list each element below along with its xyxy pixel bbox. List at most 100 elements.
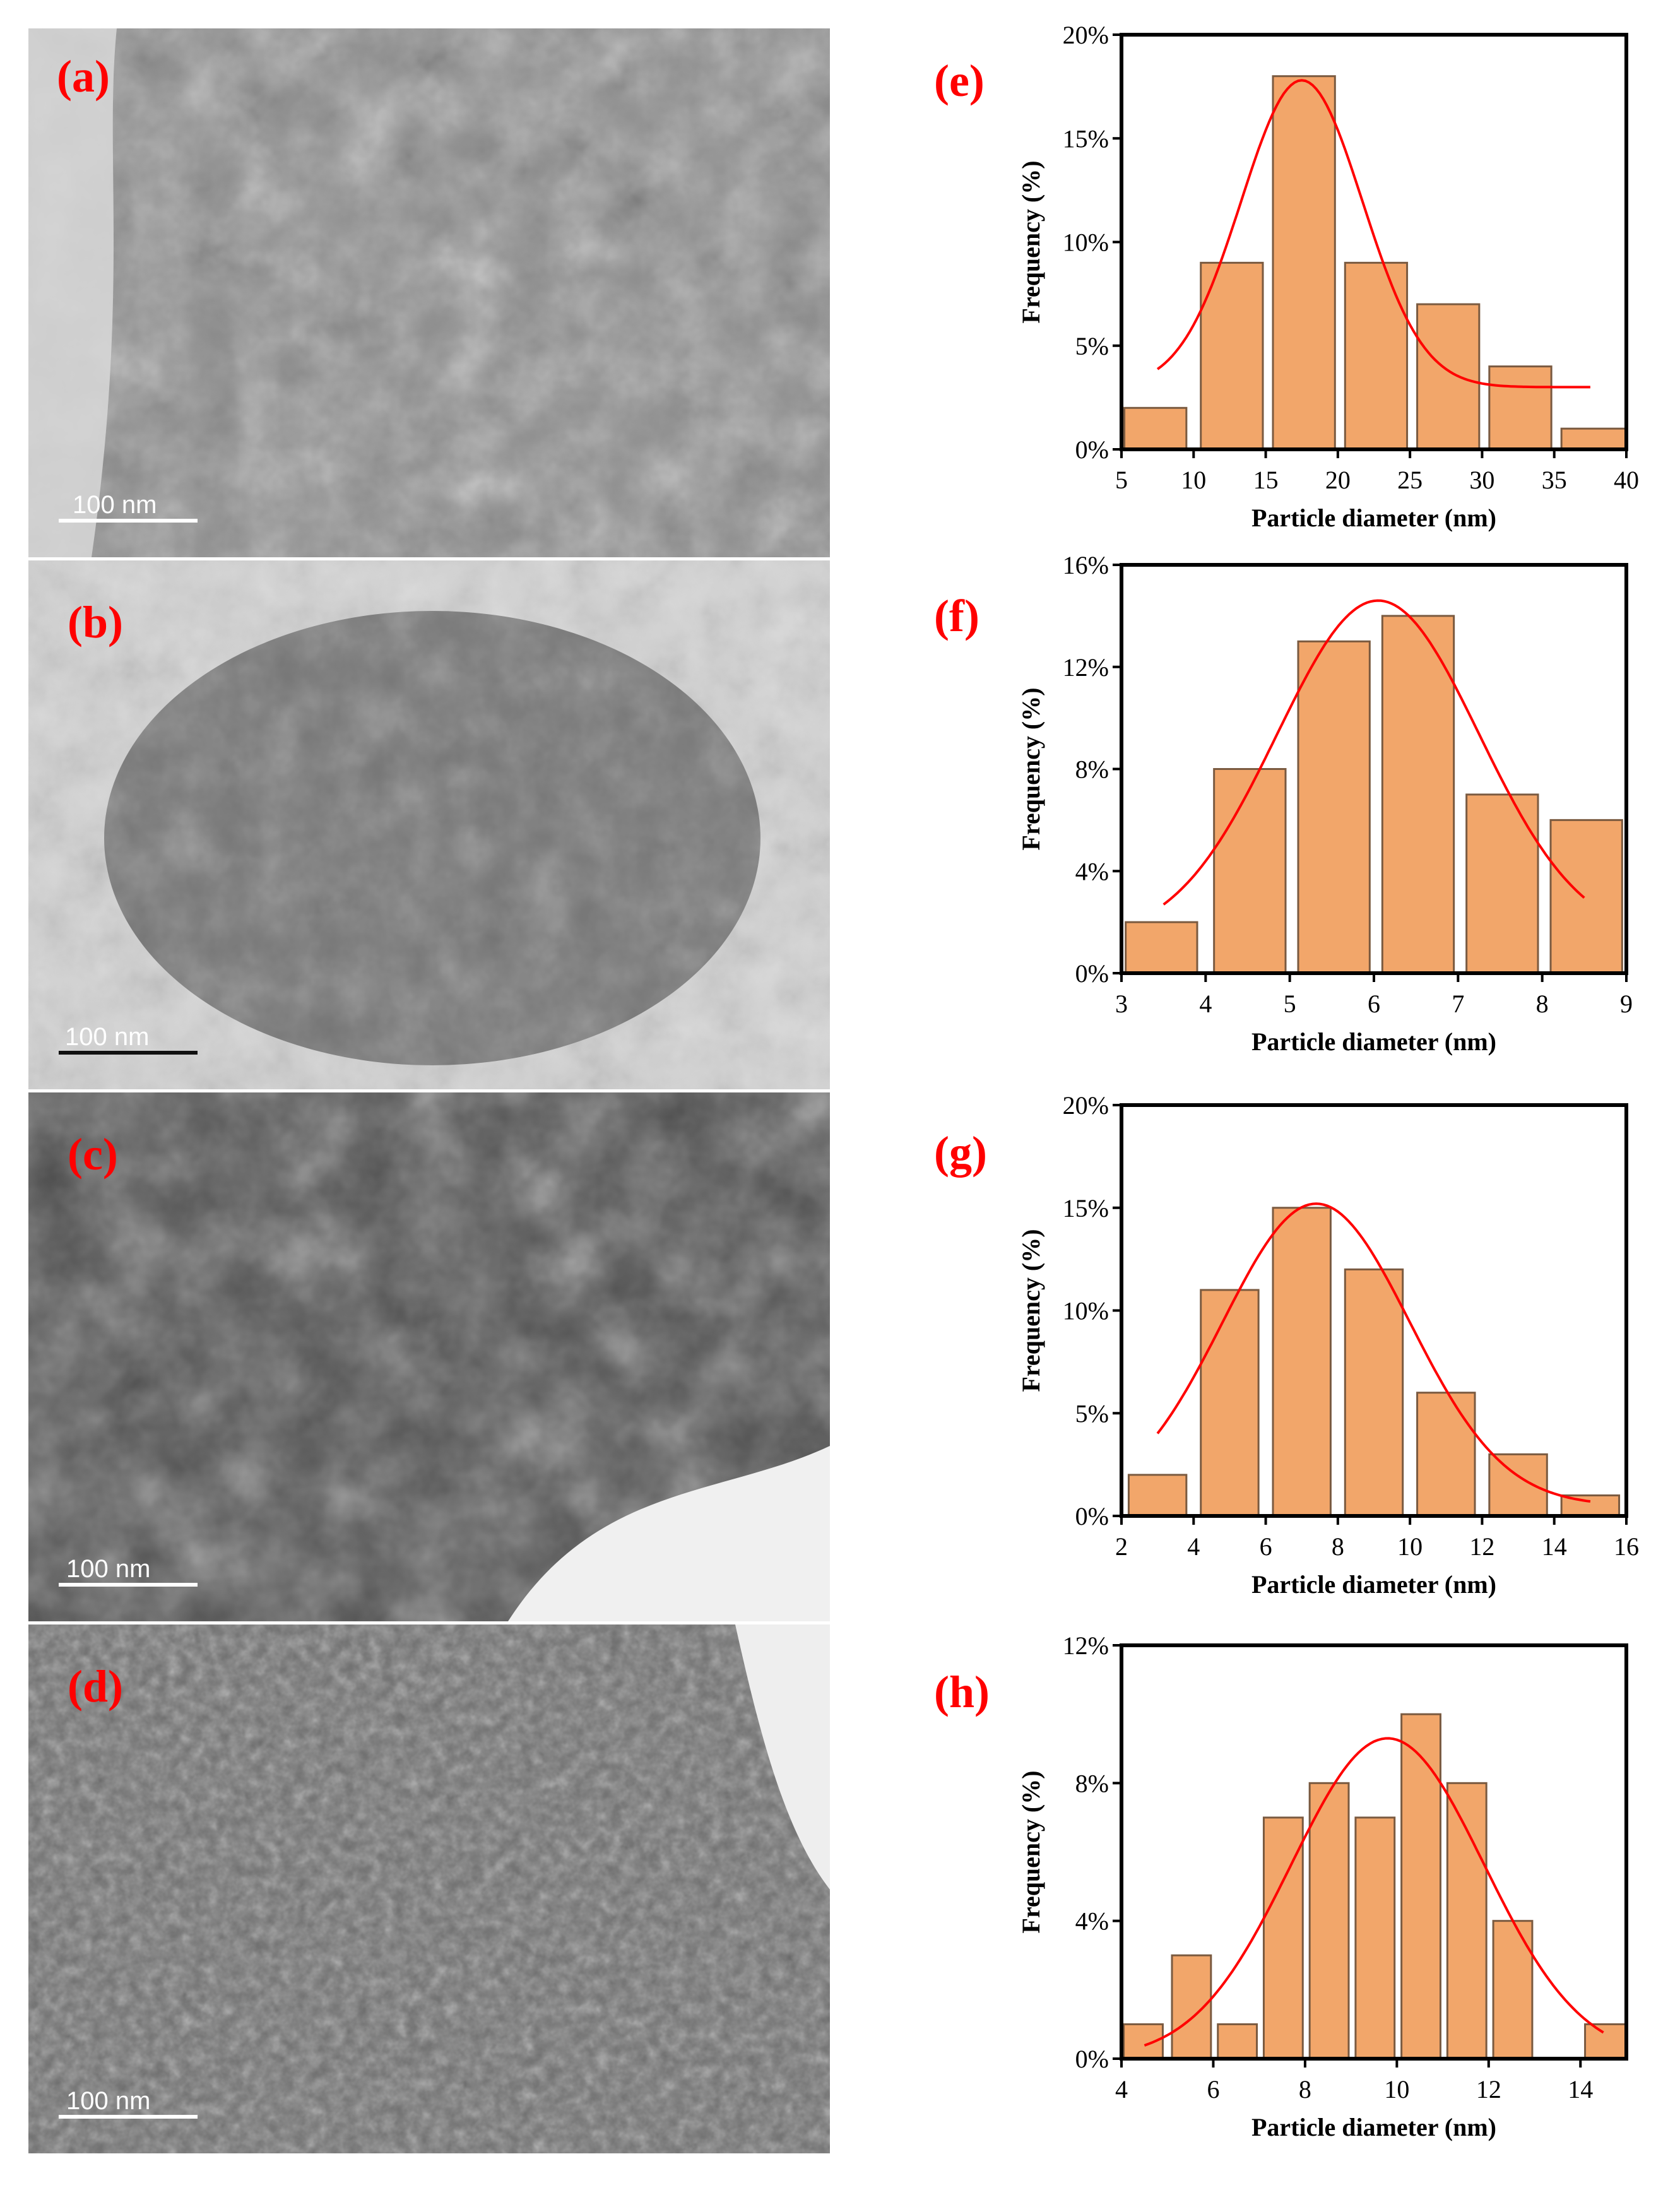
- y-tick-label: 16%: [1063, 551, 1109, 579]
- x-tick-label: 8: [1299, 2075, 1311, 2103]
- histogram-bar: [1416, 1392, 1476, 1517]
- chart-panel-label: (g): [934, 1127, 987, 1178]
- x-tick-label: 14: [1568, 2075, 1593, 2103]
- chart-panel-label: (f): [934, 591, 979, 641]
- y-tick-label: 12%: [1063, 653, 1109, 682]
- histogram-bar: [1381, 615, 1455, 974]
- x-tick-label: 5: [1115, 466, 1128, 494]
- x-tick-label: 3: [1115, 990, 1128, 1018]
- y-axis-label: Frequency (%): [1017, 1770, 1045, 1933]
- x-tick-label: 5: [1284, 990, 1296, 1018]
- y-tick-label: 4%: [1075, 1907, 1109, 1936]
- x-tick-label: 4: [1187, 1532, 1200, 1561]
- scale-bar-label: 100 nm: [66, 1555, 151, 1583]
- tem-image-c: (c) 100 nm: [28, 1092, 830, 1621]
- histogram-bar: [1549, 819, 1623, 974]
- histogram-bar: [1125, 921, 1198, 974]
- chart-panel-label: (e): [934, 56, 985, 106]
- x-tick-label: 6: [1207, 2075, 1219, 2103]
- x-axis-label: Particle diameter (nm): [1251, 1570, 1496, 1599]
- y-tick-label: 0%: [1075, 1502, 1109, 1530]
- histogram-bar: [1308, 1782, 1350, 2060]
- x-tick-label: 10: [1181, 466, 1206, 494]
- tem-texture: [28, 560, 830, 1089]
- x-tick-label: 8: [1536, 990, 1549, 1018]
- y-tick-label: 15%: [1063, 124, 1109, 153]
- histogram-bar: [1272, 75, 1336, 451]
- gaussian-fit-line: [1162, 599, 1585, 906]
- y-tick-label: 8%: [1075, 1769, 1109, 1797]
- y-tick-label: 20%: [1063, 1091, 1109, 1120]
- x-axis-label: Particle diameter (nm): [1251, 504, 1496, 532]
- x-tick-label: 10: [1397, 1532, 1423, 1561]
- histogram-bar: [1297, 640, 1371, 974]
- x-tick-label: 4: [1199, 990, 1212, 1018]
- y-tick-label: 5%: [1075, 332, 1109, 360]
- x-tick-label: 16: [1614, 1532, 1639, 1561]
- x-tick-label: 8: [1332, 1532, 1344, 1561]
- scale-bar: [59, 1051, 198, 1055]
- panel-label: (b): [68, 597, 123, 648]
- histogram-bar: [1488, 1453, 1548, 1517]
- histogram-bar: [1127, 1474, 1188, 1517]
- x-tick-label: 6: [1368, 990, 1380, 1018]
- histogram-bar: [1217, 2023, 1258, 2060]
- x-tick-label: 14: [1542, 1532, 1567, 1561]
- panel-label: (a): [57, 51, 110, 102]
- x-tick-label: 25: [1397, 466, 1423, 494]
- y-tick-label: 4%: [1075, 857, 1109, 885]
- tem-image-a: (a) 100 nm: [28, 28, 830, 557]
- gaussian-fit-line: [1156, 79, 1590, 389]
- y-tick-label: 0%: [1075, 2045, 1109, 2073]
- scale-bar-label: 100 nm: [66, 2087, 151, 2115]
- histogram-bar: [1560, 427, 1628, 451]
- y-tick-label: 0%: [1075, 435, 1109, 464]
- histogram-bar: [1200, 1289, 1260, 1517]
- histogram-bar: [1262, 1816, 1304, 2060]
- tem-image-d: (d) 100 nm: [28, 1624, 830, 2153]
- y-tick-label: 10%: [1063, 1297, 1109, 1325]
- tem-image-b: (b) 100 nm: [28, 560, 830, 1089]
- y-tick-label: 12%: [1063, 1631, 1109, 1660]
- histogram-bar: [1344, 261, 1409, 451]
- panel-label: (c): [68, 1129, 118, 1180]
- histogram-bar: [1488, 365, 1553, 451]
- y-tick-label: 0%: [1075, 959, 1109, 988]
- gaussian-fit-line: [1156, 1202, 1591, 1503]
- x-tick-label: 20: [1325, 466, 1351, 494]
- x-axis-label: Particle diameter (nm): [1251, 1027, 1496, 1056]
- histogram-bar: [1272, 1207, 1332, 1517]
- chart-panel-label: (h): [934, 1667, 990, 1717]
- histogram-bar: [1446, 1782, 1488, 2060]
- histogram-bar: [1200, 261, 1264, 451]
- scale-bar-label: 100 nm: [65, 1023, 150, 1051]
- x-tick-label: 7: [1452, 990, 1464, 1018]
- scale-bar: [59, 1583, 198, 1587]
- tem-texture: [28, 1092, 830, 1621]
- x-tick-label: 4: [1115, 2075, 1128, 2103]
- histogram-bar: [1354, 1816, 1396, 2060]
- histogram-bar: [1400, 1713, 1441, 2060]
- scale-bar: [59, 519, 198, 523]
- x-tick-label: 10: [1384, 2075, 1409, 2103]
- scale-bar: [59, 2115, 198, 2119]
- scale-bar-label: 100 nm: [73, 491, 157, 519]
- y-tick-label: 15%: [1063, 1194, 1109, 1222]
- histogram-bar: [1492, 1920, 1534, 2060]
- y-axis-label: Frequency (%): [1017, 687, 1045, 850]
- x-tick-label: 12: [1476, 2075, 1501, 2103]
- x-tick-label: 30: [1469, 466, 1494, 494]
- histogram-bar: [1416, 303, 1481, 451]
- panel-label: (d): [68, 1661, 123, 1712]
- y-tick-label: 8%: [1075, 755, 1109, 784]
- histogram-bar: [1123, 406, 1188, 451]
- x-axis-label: Particle diameter (nm): [1251, 2113, 1496, 2141]
- y-tick-label: 10%: [1063, 228, 1109, 257]
- plot-frame: [1120, 1643, 1628, 2061]
- tem-texture: [28, 1624, 830, 2153]
- x-tick-label: 9: [1620, 990, 1633, 1018]
- tem-texture: [28, 28, 830, 557]
- histogram-bar: [1213, 768, 1287, 974]
- histogram-bar: [1465, 793, 1539, 974]
